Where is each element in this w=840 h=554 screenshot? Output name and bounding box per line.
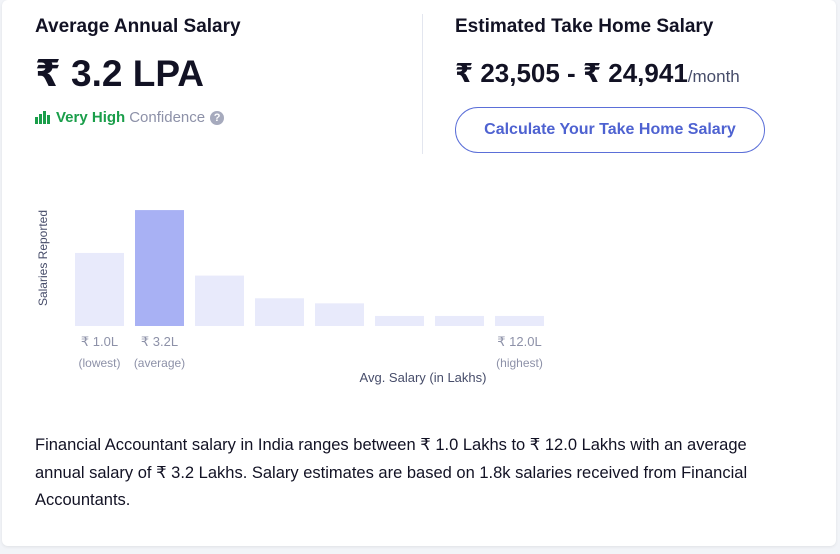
x-tick-label: ₹ 1.0L — [81, 334, 118, 349]
take-home-title: Estimated Take Home Salary — [455, 16, 714, 37]
confidence-label: Confidence — [129, 109, 206, 126]
chart-bar-5[interactable] — [315, 303, 364, 326]
question-circle-icon[interactable]: ? — [210, 110, 225, 125]
average-salary-value: ₹ 3.2 LPA — [35, 53, 204, 94]
x-tick-caption: (lowest) — [78, 356, 120, 370]
take-home-unit: /month — [687, 67, 740, 86]
chart-bar-4[interactable] — [255, 298, 304, 326]
x-tick-caption: (highest) — [496, 356, 543, 370]
x-tick-label: ₹ 12.0L — [497, 334, 541, 349]
x-axis-label: Avg. Salary (in Lakhs) — [360, 370, 487, 385]
confidence-level: Very High — [56, 109, 126, 126]
chart-bar-6[interactable] — [375, 315, 424, 326]
x-tick-caption: (average) — [134, 356, 185, 370]
chart-bar-3[interactable] — [195, 275, 244, 326]
take-home-value: ₹ 23,505 - ₹ 24,941/month — [455, 58, 740, 89]
section-divider — [422, 14, 423, 154]
take-home-range: ₹ 23,505 - ₹ 24,941 — [455, 58, 688, 88]
x-tick-label: ₹ 3.2L — [141, 334, 178, 349]
chart-bar-2[interactable] — [135, 210, 184, 326]
y-axis-label: Salaries Reported — [36, 210, 50, 306]
salary-description: Financial Accountant salary in India ran… — [35, 436, 748, 509]
average-salary-title: Average Annual Salary — [35, 16, 241, 37]
salary-distribution-chart: Salaries Reported ₹ 1.0L (lowest) ₹ 3.2L (a… — [36, 210, 544, 385]
confidence-indicator: Very High Confidence ? — [35, 109, 225, 126]
chart-bar-8[interactable] — [495, 315, 544, 326]
bar-chart-icon — [35, 111, 50, 124]
chart-bar-7[interactable] — [435, 315, 484, 326]
calculate-take-home-button[interactable]: Calculate Your Take Home Salary — [455, 107, 765, 153]
salary-card: Average Annual Salary ₹ 3.2 LPA Very Hig… — [2, 0, 836, 546]
chart-bar-1[interactable] — [75, 252, 124, 326]
